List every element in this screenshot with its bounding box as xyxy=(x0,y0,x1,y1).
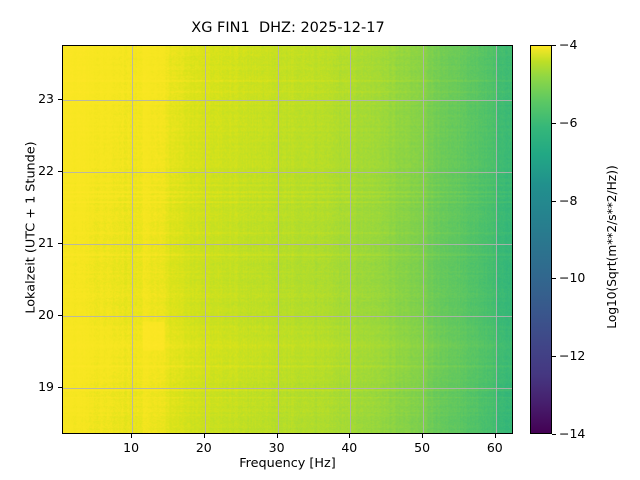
spectrogram-axes[interactable] xyxy=(62,45,513,434)
colorbar-tick-mark xyxy=(552,45,556,46)
colorbar-tick-mark xyxy=(552,200,556,202)
x-tick-mark xyxy=(349,434,351,438)
y-tick-mark xyxy=(58,315,62,317)
x-tick-mark xyxy=(494,434,496,438)
y-tick-label: 20 xyxy=(38,307,54,323)
colorbar-tick-mark xyxy=(552,434,556,435)
x-tick-label: 30 xyxy=(268,440,285,455)
colorbar-tick-label: −10 xyxy=(559,270,586,286)
x-tick-label: 60 xyxy=(486,440,503,455)
colorbar-tick-label: −14 xyxy=(559,426,586,441)
colorbar-gradient xyxy=(531,46,551,433)
y-tick-mark xyxy=(58,99,62,100)
colorbar-tick-label: −8 xyxy=(559,192,578,208)
y-tick-label: 23 xyxy=(38,91,54,106)
colorbar-tick-mark xyxy=(552,122,556,124)
x-tick-mark xyxy=(203,434,205,438)
x-axis-label: Frequency [Hz] xyxy=(239,456,336,471)
colorbar-tick-mark xyxy=(552,356,556,358)
colorbar-tick-label: −4 xyxy=(559,37,578,52)
y-tick-label: 19 xyxy=(38,379,54,395)
gridline-vertical xyxy=(277,46,279,433)
y-axis-label: Lokalzeit (UTC + 1 Stunde) xyxy=(23,141,39,314)
gridline-horizontal xyxy=(63,244,512,246)
x-tick-label: 50 xyxy=(414,440,431,455)
x-tick-label: 40 xyxy=(341,440,358,455)
colorbar-label: Log10(Sqrt(m**2/s**2/Hz)) xyxy=(605,165,619,329)
gridline-vertical xyxy=(423,46,425,433)
page-title: XG FIN1 DHZ: 2025-12-17 xyxy=(191,20,385,36)
x-tick-label: 20 xyxy=(195,440,212,455)
gridline-vertical xyxy=(350,46,352,433)
y-tick-mark xyxy=(58,387,62,389)
colorbar-tick-label: −6 xyxy=(559,114,578,130)
x-tick-label: 10 xyxy=(123,440,140,455)
colorbar-tick-label: −12 xyxy=(559,348,586,364)
spectrogram-image xyxy=(63,46,512,433)
y-tick-mark xyxy=(58,171,62,173)
gridline-horizontal xyxy=(63,316,512,318)
x-tick-mark xyxy=(131,434,133,438)
gridline-horizontal xyxy=(63,388,512,390)
gridline-horizontal xyxy=(63,100,512,101)
y-tick-label: 22 xyxy=(38,163,54,179)
x-tick-mark xyxy=(422,434,424,438)
x-tick-mark xyxy=(276,434,278,438)
gridline-vertical xyxy=(495,46,497,433)
gridline-vertical xyxy=(204,46,206,433)
colorbar-tick-mark xyxy=(552,278,556,280)
colorbar[interactable] xyxy=(530,45,552,434)
y-tick-mark xyxy=(58,243,62,245)
y-tick-label: 21 xyxy=(38,235,54,251)
gridline-horizontal xyxy=(63,172,512,174)
gridline-vertical xyxy=(132,46,134,433)
